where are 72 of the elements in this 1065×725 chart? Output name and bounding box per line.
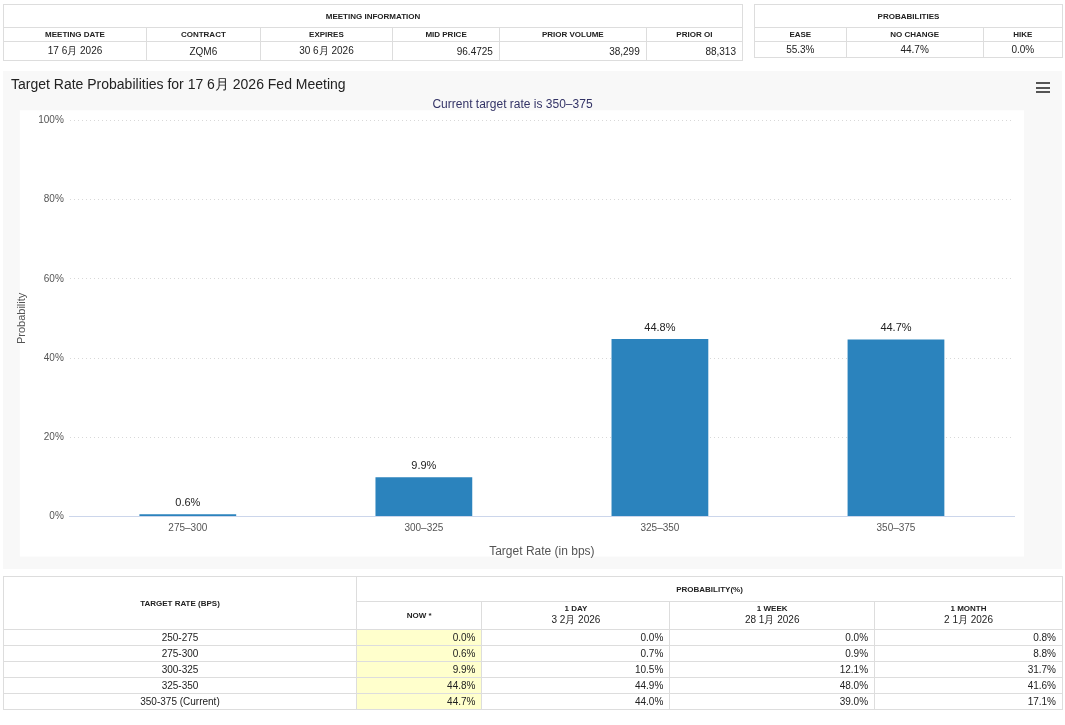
- data-label: 44.7%: [356, 693, 482, 710]
- category-label: NO CHANGE: [846, 27, 984, 42]
- text: 30 6月 2026: [260, 41, 393, 61]
- data-label: 0.0%: [481, 629, 670, 646]
- y-tick-label: 350-375 (Current): [3, 693, 357, 710]
- data-label: 0.8%: [874, 629, 1063, 646]
- data-label: 0.9%: [669, 645, 875, 662]
- data-label: 0.6%: [175, 495, 201, 508]
- x-tick-label: NOW *: [356, 601, 482, 630]
- x-tick-label: 325–350: [640, 522, 680, 534]
- text: MEETING INFORMATION: [3, 4, 743, 28]
- x-tick-label: 1 DAY 3 2月 2026: [481, 601, 670, 630]
- category-label: HIKE: [983, 27, 1063, 42]
- x-tick-label: 300–325: [404, 522, 444, 534]
- chart-title: PROBABILITY(%): [356, 576, 1063, 602]
- y-axis-title: TARGET RATE (BPS): [3, 576, 357, 630]
- data-label: 39.0%: [669, 693, 875, 710]
- data-label: 0.6%: [356, 645, 482, 662]
- text: 0.0%: [983, 41, 1063, 58]
- category-label: CONTRACT: [146, 27, 261, 42]
- bar: [611, 339, 709, 517]
- y-tick-label: 325-350: [3, 677, 357, 694]
- data-label: 0.0%: [669, 629, 875, 646]
- data-label: 48.0%: [669, 677, 875, 694]
- y-tick-label: 250-275: [3, 629, 357, 646]
- bar: [375, 477, 473, 517]
- y-tick-label: 80%: [43, 193, 64, 205]
- text: 96.4725: [392, 41, 500, 61]
- data-label: 41.6%: [874, 677, 1063, 694]
- x-tick-label: 350–375: [876, 522, 916, 534]
- chart-subtitle: Current target rate is 350–375: [432, 97, 593, 112]
- category-label: MID PRICE: [392, 27, 500, 42]
- data-label: 0.7%: [481, 645, 670, 662]
- y-tick-label: 60%: [43, 272, 64, 284]
- x-axis-title: Target Rate (in bps): [489, 544, 595, 559]
- text: 38,299: [499, 41, 647, 61]
- x-tick-label: 1 WEEK 28 1月 2026: [669, 601, 875, 630]
- data-label: 17.1%: [874, 693, 1063, 710]
- category-label: EASE: [754, 27, 847, 42]
- y-axis-title: Probability: [14, 292, 27, 345]
- y-tick-label: 275-300: [3, 645, 357, 662]
- text: ZQM6: [146, 41, 261, 61]
- data-label: 44.0%: [481, 693, 670, 710]
- y-tick-label: 100%: [38, 113, 64, 125]
- data-label: 31.7%: [874, 661, 1063, 678]
- bar: [847, 339, 945, 517]
- text: 88,313: [646, 41, 743, 61]
- data-label: 44.8%: [356, 677, 482, 694]
- text: 44.7%: [846, 41, 984, 58]
- category-label: EXPIRES: [260, 27, 393, 42]
- category-label: PRIOR OI: [646, 27, 743, 42]
- data-label: 10.5%: [481, 661, 670, 678]
- data-label: 9.9%: [411, 458, 437, 471]
- data-label: 8.8%: [874, 645, 1063, 662]
- x-tick-label: 275–300: [168, 522, 208, 534]
- text: PROBABILITIES: [754, 4, 1063, 28]
- category-label: MEETING DATE: [3, 27, 147, 42]
- data-label: 12.1%: [669, 661, 875, 678]
- data-label: 0.0%: [356, 629, 482, 646]
- x-tick-label: 1 MONTH 2 1月 2026: [874, 601, 1063, 630]
- data-label: 9.9%: [356, 661, 482, 678]
- y-tick-label: 20%: [43, 431, 64, 443]
- data-label: 44.7%: [880, 320, 912, 333]
- y-tick-label: 300-325: [3, 661, 357, 678]
- data-label: 44.9%: [481, 677, 670, 694]
- chart-title: Target Rate Probabilities for 17 6月 2026 Fed Meeting: [11, 76, 346, 93]
- y-tick-label: 0%: [49, 510, 64, 522]
- category-label: PRIOR VOLUME: [499, 27, 647, 42]
- y-tick-label: 40%: [43, 351, 64, 363]
- data-label: 44.8%: [644, 320, 676, 333]
- text: 55.3%: [754, 41, 847, 58]
- text: 17 6月 2026: [3, 41, 147, 61]
